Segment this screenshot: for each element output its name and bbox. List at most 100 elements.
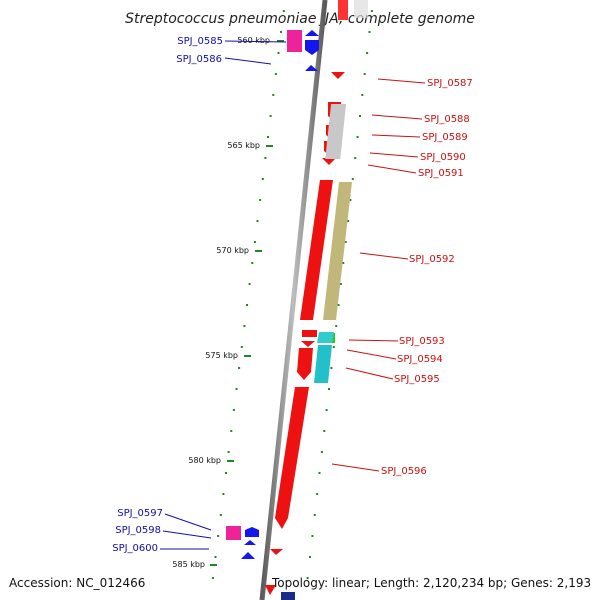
- gene-spj-0597[interactable]: [226, 526, 241, 540]
- track-dot: [243, 325, 246, 327]
- track-dot: [222, 493, 225, 495]
- reverse-strand-genes: [265, 0, 368, 600]
- track-dot: [370, 10, 373, 12]
- gene-label[interactable]: SPJ_0587: [427, 78, 473, 89]
- gene-label[interactable]: SPJ_0600: [112, 543, 158, 554]
- track-dot: [264, 157, 267, 159]
- track-dot: [277, 52, 280, 54]
- track-dot: [259, 199, 262, 201]
- gene-label[interactable]: SPJ_0592: [409, 254, 455, 265]
- gene-spj-0593[interactable]: [302, 330, 317, 337]
- track-dot: [235, 388, 238, 390]
- gene-label[interactable]: SPJ_0586: [176, 54, 222, 65]
- track-dot: [335, 325, 338, 327]
- track-dot: [316, 493, 319, 495]
- gene-spj-0587[interactable]: [331, 72, 345, 79]
- gene-label[interactable]: SPJ_0590: [420, 152, 466, 163]
- track-dot: [253, 241, 256, 243]
- track-dot: [325, 409, 328, 411]
- gene-spj-0595-red[interactable]: [297, 348, 313, 380]
- track-dot: [344, 241, 347, 243]
- track-dot: [368, 31, 371, 33]
- track-dot: [217, 535, 220, 537]
- gene-spj-0591[interactable]: [322, 158, 336, 165]
- gene-label[interactable]: SPJ_0585: [177, 36, 223, 47]
- gene-spj-0600[interactable]: [244, 540, 256, 545]
- genome-summary: Topology: linear; Length: 2,120,234 bp; …: [271, 576, 591, 590]
- gene-label[interactable]: SPJ_0593: [399, 336, 445, 347]
- gene-spj-0598[interactable]: [245, 527, 259, 537]
- ruler-label: 575 kbp: [205, 351, 238, 360]
- accession-text: Accession: NC_012466: [9, 576, 145, 590]
- gene-block-top-gray[interactable]: [354, 0, 368, 18]
- track-dot: [227, 451, 230, 453]
- gene-spj-0585[interactable]: [287, 30, 302, 52]
- gene-label[interactable]: SPJ_0597: [117, 508, 163, 519]
- gene-label[interactable]: SPJ_0588: [424, 114, 470, 125]
- gene-label[interactable]: SPJ_0596: [381, 466, 427, 477]
- ruler-label: 565 kbp: [227, 141, 260, 150]
- ruler-label: 570 kbp: [216, 246, 249, 255]
- gene-spj-0592[interactable]: [323, 182, 352, 320]
- track-dot: [274, 73, 277, 75]
- leader-lines-left: [160, 40, 287, 550]
- track-dot: [238, 367, 241, 369]
- ruler: 560 kbp 565 kbp 570 kbp 575 kbp 580 kbp …: [172, 36, 284, 569]
- track-dot: [313, 514, 316, 516]
- track-dot: [232, 409, 235, 411]
- track-dot: [354, 157, 357, 159]
- track-dot: [332, 346, 335, 348]
- track-dot: [248, 283, 251, 285]
- track-dot: [256, 220, 259, 222]
- gene-label[interactable]: SPJ_0589: [422, 132, 468, 143]
- gene-red-bottom[interactable]: [270, 549, 283, 555]
- leader-lines-right: [331, 78, 426, 472]
- gene-blue-arrow-1[interactable]: [305, 40, 319, 55]
- track-dot: [214, 556, 217, 558]
- track-dot: [251, 262, 254, 264]
- gene-navy-bottom[interactable]: [281, 592, 295, 600]
- track-dot: [363, 73, 366, 75]
- gene-gray-block[interactable]: [325, 104, 347, 159]
- ruler-label: 580 kbp: [188, 456, 221, 465]
- gene-blue-arrow-2[interactable]: [305, 30, 319, 36]
- ruler-label: 560 kbp: [237, 36, 270, 45]
- ruler-label: 585 kbp: [172, 560, 205, 569]
- track-dot: [211, 577, 214, 579]
- gene-blue-small[interactable]: [241, 552, 255, 559]
- gene-spj-0586[interactable]: [305, 65, 318, 71]
- track-dot: [282, 10, 285, 12]
- track-dot: [356, 136, 359, 138]
- gene-red-small[interactable]: [301, 341, 315, 347]
- gene-label[interactable]: SPJ_0594: [397, 354, 443, 365]
- gene-label[interactable]: SPJ_0598: [115, 525, 161, 536]
- track-dot: [272, 94, 275, 96]
- track-dot: [323, 430, 326, 432]
- track-dot: [361, 94, 364, 96]
- track-dot: [309, 556, 311, 558]
- gene-spj-0594[interactable]: [317, 332, 334, 343]
- track-dot: [225, 472, 227, 474]
- gene-spj-0592-red[interactable]: [300, 180, 333, 320]
- gene-label[interactable]: SPJ_0591: [418, 168, 464, 179]
- gene-red-lower[interactable]: [265, 585, 276, 595]
- track-dot: [230, 430, 233, 432]
- track-dot: [240, 346, 243, 348]
- track-dot: [359, 115, 361, 117]
- gene-spj-0595[interactable]: [314, 345, 332, 383]
- gene-spj-0596[interactable]: [275, 387, 309, 529]
- dotted-track-right: [306, 10, 373, 579]
- labels-right: SPJ_0587 SPJ_0588 SPJ_0589 SPJ_0590 SPJ_…: [381, 78, 473, 477]
- forward-strand-genes: [226, 30, 319, 559]
- gene-label[interactable]: SPJ_0595: [394, 374, 440, 385]
- track-dot: [219, 514, 222, 516]
- track-dot: [347, 220, 350, 222]
- track-dot: [318, 472, 321, 474]
- gene-block-top[interactable]: [338, 0, 348, 20]
- track-dot: [311, 535, 314, 537]
- track-dot: [246, 304, 248, 306]
- genome-axis: [259, 0, 328, 600]
- track-dot: [306, 577, 309, 579]
- dotted-track-left: [211, 10, 285, 579]
